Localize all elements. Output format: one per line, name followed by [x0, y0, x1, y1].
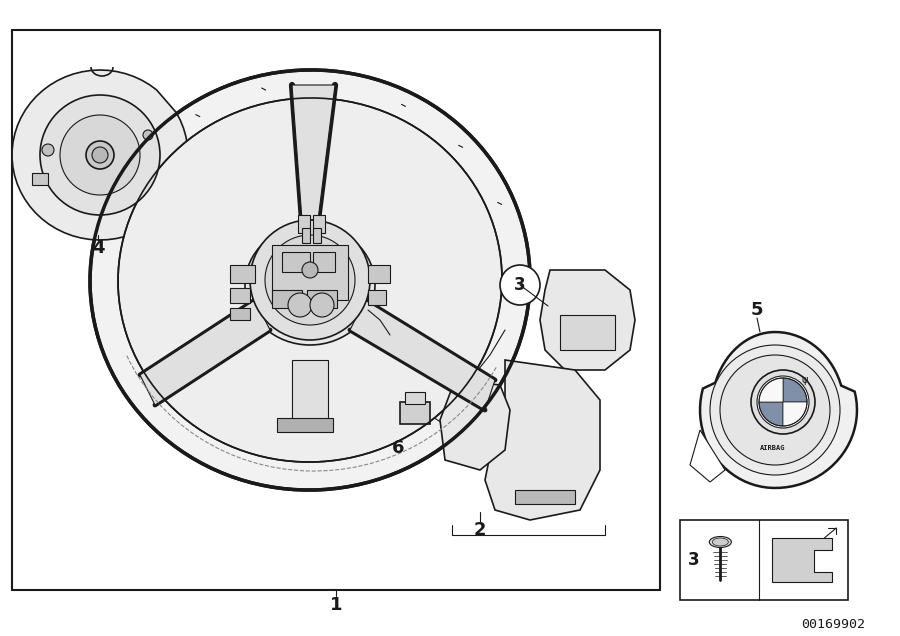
- Circle shape: [42, 144, 54, 156]
- Bar: [277, 418, 333, 432]
- Bar: [515, 490, 575, 504]
- Circle shape: [143, 130, 153, 140]
- Circle shape: [302, 262, 318, 278]
- Ellipse shape: [709, 537, 732, 548]
- Polygon shape: [772, 538, 832, 582]
- Circle shape: [751, 370, 815, 434]
- Bar: [368, 265, 390, 283]
- Ellipse shape: [245, 225, 375, 345]
- Circle shape: [265, 235, 355, 325]
- Wedge shape: [783, 402, 807, 426]
- Ellipse shape: [118, 98, 502, 462]
- Polygon shape: [292, 85, 335, 220]
- Bar: [313, 228, 321, 243]
- Circle shape: [40, 95, 160, 215]
- Circle shape: [86, 141, 114, 169]
- Circle shape: [710, 345, 840, 475]
- Bar: [272, 245, 348, 300]
- Polygon shape: [540, 270, 635, 370]
- Bar: [292, 360, 328, 420]
- Bar: [313, 215, 325, 233]
- Text: 1: 1: [329, 596, 342, 614]
- Bar: [302, 228, 310, 243]
- Bar: [230, 288, 250, 303]
- Polygon shape: [485, 360, 600, 520]
- Bar: [32, 173, 48, 185]
- Polygon shape: [690, 430, 725, 482]
- Bar: [368, 290, 386, 305]
- Text: AIRBAG: AIRBAG: [760, 445, 786, 451]
- Ellipse shape: [712, 538, 728, 546]
- Ellipse shape: [90, 70, 530, 490]
- Text: 5: 5: [751, 301, 763, 319]
- Polygon shape: [12, 70, 188, 240]
- Text: 6: 6: [392, 439, 404, 457]
- Text: 2: 2: [473, 521, 486, 539]
- Wedge shape: [783, 378, 807, 402]
- Circle shape: [310, 293, 334, 317]
- Bar: [680, 520, 848, 600]
- Wedge shape: [759, 378, 783, 402]
- Polygon shape: [140, 300, 270, 405]
- Bar: [282, 252, 310, 272]
- Circle shape: [60, 115, 140, 195]
- Circle shape: [500, 265, 540, 305]
- Bar: [400, 402, 430, 424]
- Polygon shape: [440, 380, 510, 470]
- Bar: [230, 308, 250, 320]
- Circle shape: [250, 220, 370, 340]
- Bar: [313, 252, 335, 272]
- Bar: [298, 215, 310, 233]
- Polygon shape: [350, 300, 495, 410]
- Circle shape: [720, 355, 830, 465]
- Text: 4: 4: [92, 239, 104, 257]
- Text: ψ: ψ: [802, 375, 808, 385]
- Text: 3: 3: [688, 551, 700, 569]
- Bar: [12, 30, 660, 590]
- Bar: [230, 265, 255, 283]
- Bar: [307, 290, 337, 308]
- Polygon shape: [560, 315, 615, 350]
- Circle shape: [92, 147, 108, 163]
- Bar: [272, 290, 302, 308]
- Polygon shape: [700, 332, 857, 488]
- Wedge shape: [759, 402, 783, 426]
- Circle shape: [288, 293, 312, 317]
- Text: 3: 3: [514, 276, 526, 294]
- Circle shape: [757, 376, 809, 428]
- Bar: [405, 392, 425, 404]
- Text: 00169902: 00169902: [801, 618, 865, 632]
